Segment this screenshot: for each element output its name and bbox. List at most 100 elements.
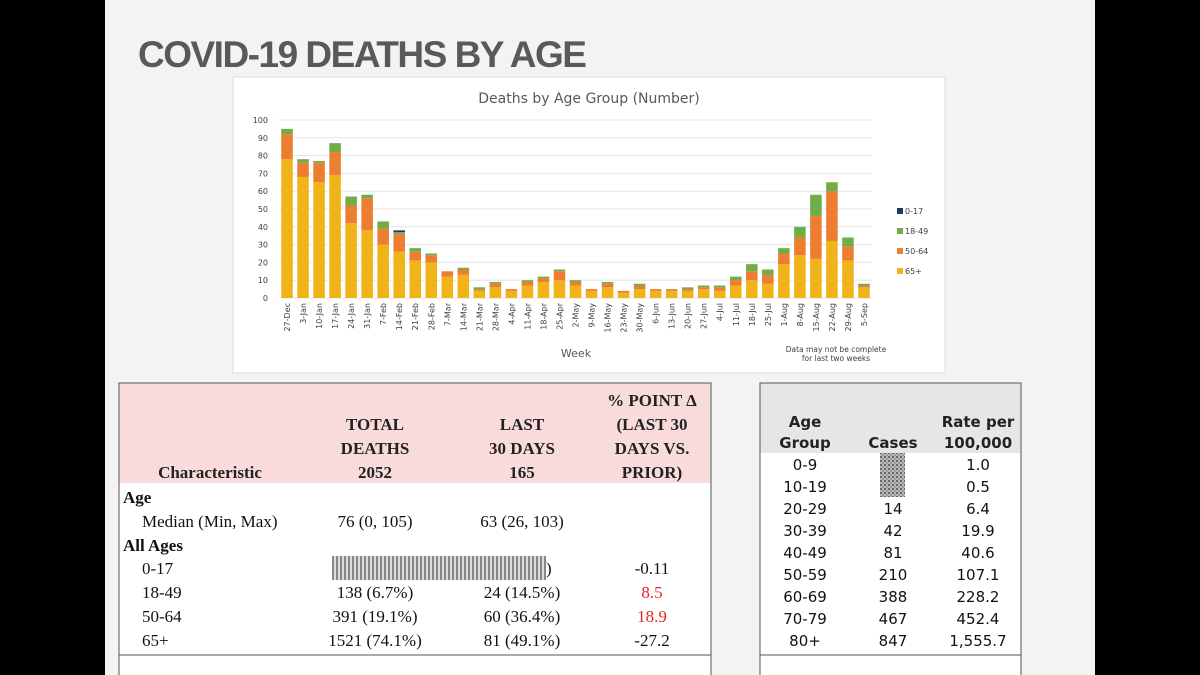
rate-header-bg xyxy=(760,383,1021,453)
legend-label: 18-49 xyxy=(905,227,928,236)
y-tick-label: 10 xyxy=(258,276,268,285)
rate-cell: 107.1 xyxy=(957,566,1000,584)
legend-swatch xyxy=(897,208,903,214)
bar-segment xyxy=(393,230,405,233)
x-tick-label: 21-Mar xyxy=(475,302,484,331)
bar-segment xyxy=(649,289,662,291)
bar-segment xyxy=(762,269,774,275)
bar-segment xyxy=(713,287,726,291)
bar-segment xyxy=(537,281,550,298)
bar-segment xyxy=(730,285,742,298)
bar-segment xyxy=(297,159,309,163)
bar-segment xyxy=(425,253,438,256)
rate-cell: 40.6 xyxy=(961,544,994,562)
x-tick-label: 7-Feb xyxy=(379,303,388,325)
x-tick-label: 4-Jul xyxy=(716,303,725,321)
x-tick-label: 14-Mar xyxy=(459,302,468,331)
bar-segment xyxy=(601,287,614,298)
x-tick-label: 7-Mar xyxy=(443,302,452,326)
x-tick-label: 25-Jul xyxy=(764,303,773,326)
bar-segment xyxy=(329,175,341,298)
x-tick-label: 1-Aug xyxy=(780,303,789,326)
redaction xyxy=(880,453,905,497)
bar-segment xyxy=(794,237,806,256)
bar-segment xyxy=(794,255,806,298)
bar-segment xyxy=(617,292,630,298)
bar-segment xyxy=(746,271,758,281)
bar-segment xyxy=(329,143,341,153)
x-tick-label: 5-Sep xyxy=(860,303,869,326)
table-header: PRIOR) xyxy=(622,463,682,482)
table-header: TOTAL xyxy=(346,415,404,434)
bar-segment xyxy=(521,280,534,282)
bar-segment xyxy=(361,230,373,298)
bar-segment xyxy=(457,267,470,270)
rate-header: Age xyxy=(789,413,822,431)
rate-cell: 70-79 xyxy=(783,610,827,628)
bar-segment xyxy=(489,287,502,298)
bar-segment xyxy=(842,246,854,261)
bar-segment xyxy=(361,198,373,231)
x-tick-label: 25-Apr xyxy=(555,302,564,329)
cell: -27.2 xyxy=(634,631,669,650)
row-label: 18-49 xyxy=(142,583,182,602)
bar-segment xyxy=(697,287,710,290)
bar-segment xyxy=(409,260,421,298)
redaction xyxy=(332,556,546,580)
rate-cell: 14 xyxy=(883,500,902,518)
y-tick-label: 0 xyxy=(263,294,268,303)
y-tick-label: 80 xyxy=(258,152,268,161)
cell: 76 (0, 105) xyxy=(337,512,412,531)
rate-cell: 80+ xyxy=(789,632,821,650)
legend-label: 65+ xyxy=(905,267,922,276)
rate-cell: 19.9 xyxy=(961,522,994,540)
bar-segment xyxy=(826,241,838,298)
bar-segment xyxy=(826,182,838,192)
bar-segment xyxy=(665,290,678,298)
x-tick-label: 24-Jan xyxy=(347,303,356,329)
rate-cell: 20-29 xyxy=(783,500,827,518)
x-tick-label: 20-Jun xyxy=(684,303,693,329)
x-tick-label: 4-Apr xyxy=(507,302,516,324)
rate-cell: 0-9 xyxy=(793,456,818,474)
bar-segment xyxy=(345,223,357,298)
bar-segment xyxy=(681,289,694,291)
bar-segment xyxy=(553,280,566,298)
bar-segment xyxy=(858,287,870,298)
bar-segment xyxy=(473,287,486,290)
bar-segment xyxy=(457,269,470,275)
rate-cell: 1.0 xyxy=(966,456,990,474)
x-tick-label: 10-Jan xyxy=(315,303,324,329)
bar-segment xyxy=(762,283,774,298)
x-tick-label: 8-Aug xyxy=(796,303,805,326)
bar-segment xyxy=(858,283,870,286)
row-label: 0-17 xyxy=(142,559,174,578)
bar-segment xyxy=(313,182,325,298)
x-tick-label: 6-Jun xyxy=(652,303,661,324)
rate-header: Rate per xyxy=(942,413,1015,431)
x-tick-label: 13-Jun xyxy=(668,303,677,329)
y-tick-label: 30 xyxy=(258,241,268,250)
table-header: DAYS VS. xyxy=(615,439,690,458)
rate-cell: 467 xyxy=(879,610,908,628)
rate-cell: 210 xyxy=(879,566,908,584)
table-header: DEATHS xyxy=(341,439,410,458)
row-label: 65+ xyxy=(142,631,169,650)
bar-segment xyxy=(810,258,822,298)
bar-segment xyxy=(313,162,325,183)
bar-segment xyxy=(697,289,710,298)
bar-segment xyxy=(858,285,870,288)
x-tick-label: 2-May xyxy=(572,303,581,328)
chart-title: Deaths by Age Group (Number) xyxy=(478,91,699,107)
bar-segment xyxy=(473,290,486,298)
bar-segment xyxy=(633,283,646,286)
rate-cell: 81 xyxy=(883,544,902,562)
bar-segment xyxy=(778,248,790,254)
bar-segment xyxy=(649,290,662,298)
bar-segment xyxy=(778,264,790,298)
legend-swatch xyxy=(897,228,903,234)
x-tick-label: 27-Jun xyxy=(700,303,709,329)
bar-segment xyxy=(794,226,806,238)
x-tick-label: 27-Dec xyxy=(283,303,292,332)
